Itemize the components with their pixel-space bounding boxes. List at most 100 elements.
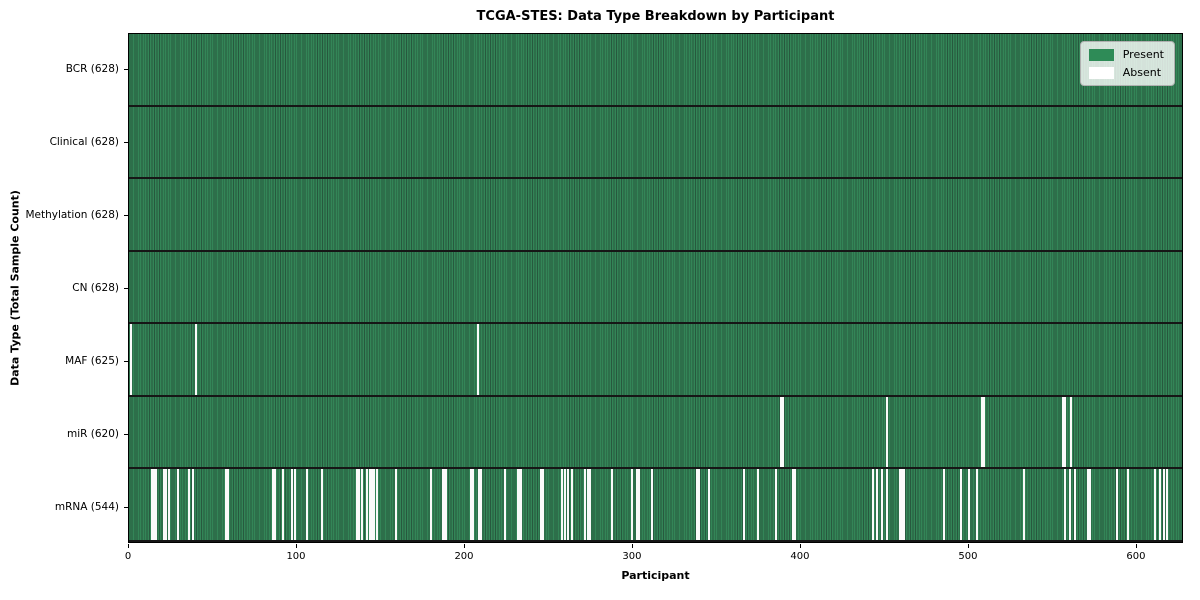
- absent-stripe: [900, 469, 903, 541]
- absent-swatch: [1088, 66, 1114, 79]
- absent-stripe: [441, 469, 444, 541]
- absent-stripe: [781, 396, 784, 468]
- absent-stripe: [696, 469, 699, 541]
- row-Methylation: [129, 179, 1182, 252]
- legend-item-present: Present: [1088, 48, 1164, 61]
- absent-stripe: [542, 469, 545, 541]
- absent-stripe: [1023, 469, 1026, 541]
- y-tick-mark: [124, 360, 128, 362]
- x-tick-label-100: 100: [286, 551, 306, 562]
- absent-stripe: [631, 469, 634, 541]
- chart-title: TCGA-STES: Data Type Breakdown by Partic…: [476, 9, 835, 24]
- absent-stripe: [902, 469, 905, 541]
- absent-stripe: [443, 469, 446, 541]
- legend-label-absent: Absent: [1122, 66, 1162, 79]
- absent-stripe: [708, 469, 711, 541]
- absent-stripe: [1070, 396, 1073, 468]
- absent-stripe: [885, 469, 888, 541]
- absent-stripe: [188, 469, 191, 541]
- absent-stripe: [560, 469, 563, 541]
- absent-stripe: [976, 469, 979, 541]
- absent-stripe: [372, 469, 375, 541]
- absent-stripe: [290, 469, 293, 541]
- absent-stripe: [563, 469, 566, 541]
- absent-stripe: [1159, 469, 1162, 541]
- x-tick-label-500: 500: [958, 551, 978, 562]
- absent-stripe: [1073, 469, 1076, 541]
- absent-stripe: [480, 469, 483, 541]
- absent-stripe: [273, 469, 276, 541]
- absent-stripe: [225, 469, 228, 541]
- row-MAF: [129, 324, 1182, 397]
- x-tick-label-300: 300: [622, 551, 642, 562]
- y-tick-mark: [124, 288, 128, 289]
- absent-stripe: [1162, 469, 1165, 541]
- absent-stripe: [305, 469, 308, 541]
- absent-stripe: [885, 396, 888, 468]
- absent-stripe: [129, 324, 132, 395]
- absent-stripe: [376, 469, 379, 541]
- absent-stripe: [1061, 396, 1064, 468]
- y-tick-label-miR: miR (620): [66, 427, 119, 440]
- absent-stripe: [983, 396, 986, 468]
- row-BCR: [129, 34, 1182, 107]
- absent-stripe: [520, 469, 523, 541]
- absent-stripe: [981, 396, 984, 468]
- y-tick-mark: [124, 69, 128, 71]
- absent-stripe: [880, 469, 883, 541]
- absent-stripe: [899, 469, 902, 541]
- absent-stripe: [394, 469, 397, 541]
- absent-stripe: [357, 469, 360, 541]
- absent-stripe: [444, 469, 447, 541]
- absent-stripe: [154, 469, 157, 541]
- x-tick-mark: [128, 544, 129, 548]
- absent-stripe: [875, 469, 878, 541]
- absent-stripe: [518, 469, 521, 541]
- plot-area: Present Absent: [128, 33, 1183, 543]
- y-tick-mark: [124, 142, 128, 144]
- absent-stripe: [163, 469, 166, 541]
- absent-stripe: [610, 469, 613, 541]
- y-tick-label-mRNA: mRNA (544): [54, 500, 119, 513]
- absent-stripe: [1154, 469, 1157, 541]
- absent-stripe: [959, 469, 962, 541]
- absent-stripe: [429, 469, 432, 541]
- absent-stripe: [743, 469, 746, 541]
- absent-stripe: [589, 469, 592, 541]
- absent-stripe: [195, 324, 198, 395]
- absent-stripe: [637, 469, 640, 541]
- x-tick-label-400: 400: [790, 551, 810, 562]
- legend: Present Absent: [1079, 41, 1175, 86]
- absent-stripe: [1063, 469, 1066, 541]
- y-tick-label-Methylation: Methylation (628): [25, 209, 119, 222]
- x-tick-label-200: 200: [454, 551, 474, 562]
- absent-stripe: [226, 469, 229, 541]
- absent-stripe: [651, 469, 654, 541]
- y-tick-mark: [124, 506, 128, 508]
- absent-stripe: [567, 469, 570, 541]
- x-tick-mark: [967, 544, 969, 548]
- row-miR: [129, 396, 1182, 470]
- absent-stripe: [793, 469, 796, 541]
- x-tick-label-600: 600: [1126, 551, 1146, 562]
- y-tick-mark: [124, 433, 128, 435]
- y-tick-label-MAF: MAF (625): [65, 354, 119, 367]
- absent-stripe: [698, 469, 701, 541]
- present-swatch: [1088, 48, 1114, 61]
- x-tick-mark: [631, 544, 633, 548]
- absent-stripe: [1087, 469, 1090, 541]
- absent-stripe: [503, 469, 506, 541]
- absent-stripe: [775, 469, 778, 541]
- x-tick-mark: [295, 544, 297, 548]
- absent-stripe: [471, 469, 474, 541]
- absent-stripe: [1088, 469, 1091, 541]
- absent-stripe: [164, 469, 167, 541]
- legend-label-present: Present: [1122, 48, 1164, 61]
- y-tick-label-Clinical: Clinical (628): [49, 136, 119, 149]
- x-tick-label-0: 0: [124, 551, 132, 562]
- absent-stripe: [587, 469, 590, 541]
- absent-stripe: [293, 469, 296, 541]
- legend-item-absent: Absent: [1088, 66, 1164, 79]
- absent-stripe: [371, 469, 374, 541]
- absent-stripe: [968, 469, 971, 541]
